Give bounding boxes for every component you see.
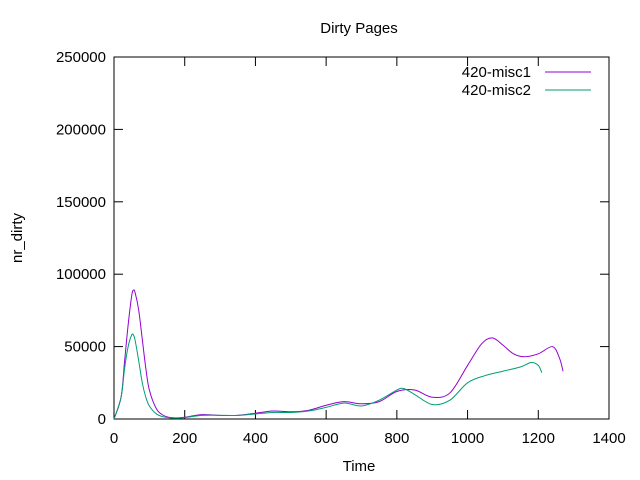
y-tick-label: 0 (98, 411, 106, 428)
legend-label: 420-misc1 (462, 64, 531, 81)
x-tick-label: 800 (384, 430, 409, 447)
y-tick-label: 200000 (56, 121, 106, 138)
x-tick-label: 1400 (592, 430, 625, 447)
y-tick-label: 50000 (64, 339, 106, 356)
x-axis-label: Time (343, 458, 376, 475)
x-tick-label: 200 (172, 430, 197, 447)
y-tick-label: 100000 (56, 266, 106, 283)
x-tick-label: 1000 (451, 430, 484, 447)
x-tick-label: 600 (314, 430, 339, 447)
y-tick-label: 250000 (56, 49, 106, 66)
legend-label: 420-misc2 (462, 82, 531, 99)
x-tick-label: 1200 (522, 430, 555, 447)
x-tick-label: 400 (243, 430, 268, 447)
y-axis-label: nr_dirty (9, 212, 26, 263)
chart-title: Dirty Pages (320, 20, 398, 37)
x-tick-label: 0 (110, 430, 118, 447)
series-line-420-misc1 (113, 289, 564, 420)
y-tick-label: 150000 (56, 194, 106, 211)
axes: 0 50000 100000 150000 200000 250000 0 200 400 600… (56, 49, 626, 447)
series-layer (113, 289, 564, 420)
plot-frame (113, 56, 610, 420)
series-line-420-misc2 (113, 333, 543, 420)
